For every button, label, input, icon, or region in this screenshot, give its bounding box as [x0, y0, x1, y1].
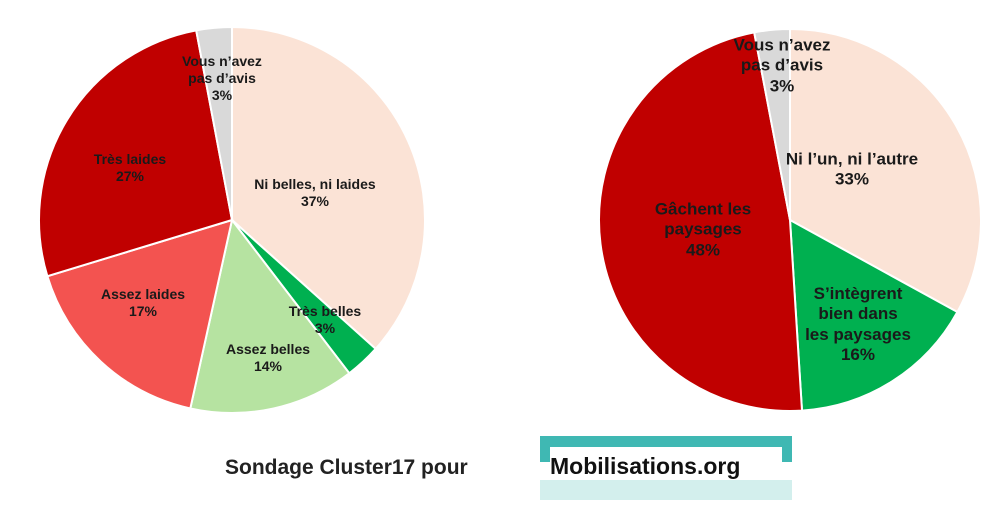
value-label: 16%	[840, 345, 876, 365]
slice-label: Très belles 3%	[289, 303, 361, 337]
pie-slice	[788, 218, 959, 412]
logo-frame	[782, 436, 792, 462]
category-label: Gâchent les paysages	[654, 199, 752, 239]
slice-label: Assez laides 17%	[101, 286, 185, 320]
pie-slice	[598, 31, 804, 412]
category-label: Assez laides	[100, 286, 186, 303]
pie-slice	[46, 218, 234, 410]
value-label: 17%	[128, 303, 158, 319]
category-label: S’intègrent bien dans les paysages	[805, 284, 911, 344]
slice-label: S’intègrent bien dans les paysages 16%	[805, 284, 911, 366]
logo-frame	[540, 436, 550, 462]
value-label: 33%	[834, 170, 870, 189]
slice-label: Gâchent les paysages 48%	[655, 199, 751, 260]
pie-slice	[189, 217, 351, 414]
value-label: 27%	[115, 168, 145, 184]
category-label: Très belles	[288, 303, 362, 320]
logo-text: Mobilisations.org	[550, 453, 741, 479]
pie-slice	[38, 29, 234, 278]
category-label: Vous n’avez pas d’avis	[182, 52, 262, 86]
category-label: Assez belles	[225, 341, 311, 358]
slice-label: Ni l’un, ni l’autre 33%	[786, 150, 918, 191]
logo-frame	[540, 436, 792, 447]
value-label: 3%	[211, 86, 233, 103]
value-label: 48%	[685, 240, 721, 260]
slice-label: Vous n’avez pas d’avis 3%	[734, 35, 831, 96]
category-label: Ni belles, ni laides	[254, 176, 376, 193]
value-label: 3%	[769, 76, 795, 96]
pie-slice	[753, 27, 791, 221]
footer-text: Sondage Cluster17 pour	[225, 456, 468, 479]
slice-label: Vous n’avez pas d’avis 3%	[182, 53, 262, 103]
value-label: 14%	[253, 358, 283, 374]
category-label: Très laides	[93, 151, 167, 168]
value-label: 3%	[314, 320, 336, 336]
logo-frame	[540, 480, 792, 500]
value-label: 37%	[300, 193, 330, 209]
slice-label: Assez belles 14%	[226, 341, 310, 375]
pie-slice	[231, 25, 426, 351]
category-label: Vous n’avez pas d’avis	[733, 35, 831, 75]
pie-slice	[789, 27, 982, 314]
pie-slice	[195, 25, 233, 221]
category-label: Ni l’un, ni l’autre	[785, 149, 919, 169]
slice-label: Très laides 27%	[94, 151, 166, 185]
slice-label: Ni belles, ni laides 37%	[254, 176, 375, 210]
